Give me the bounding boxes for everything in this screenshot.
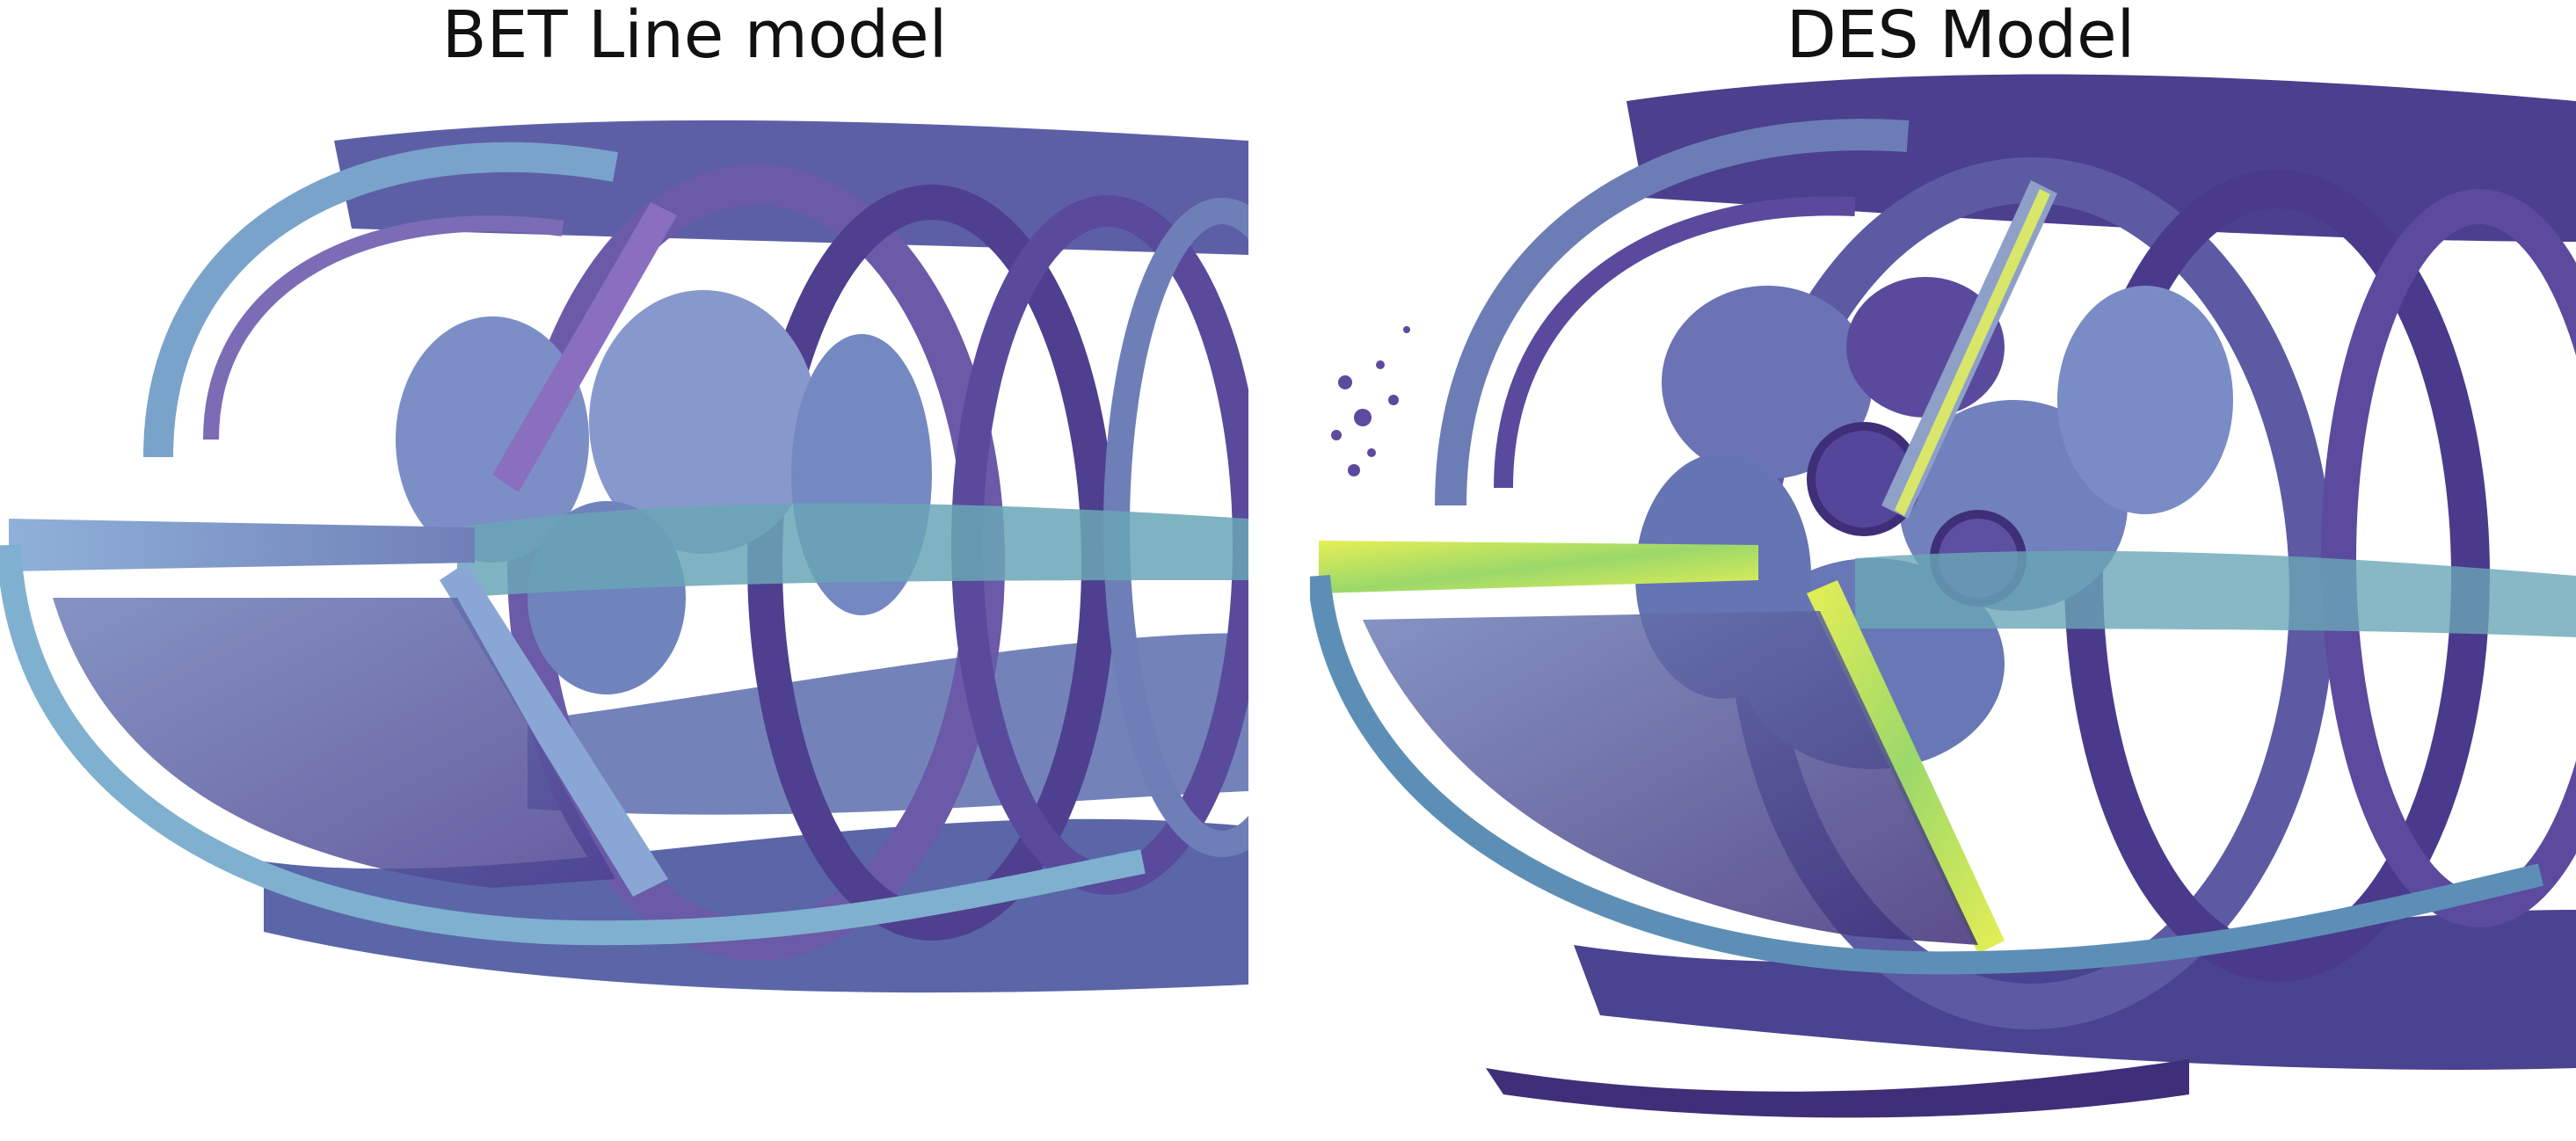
- des-wake-render: [1310, 74, 2576, 1118]
- bet-wake-render: [0, 120, 1248, 993]
- des-model-image: [1310, 66, 2576, 1141]
- bet-line-model-image: [0, 105, 1248, 1037]
- title-bet-line-model: BET Line model: [441, 0, 948, 73]
- debris-fragments: [1331, 326, 1410, 476]
- title-des-model: DES Model: [1786, 0, 2136, 73]
